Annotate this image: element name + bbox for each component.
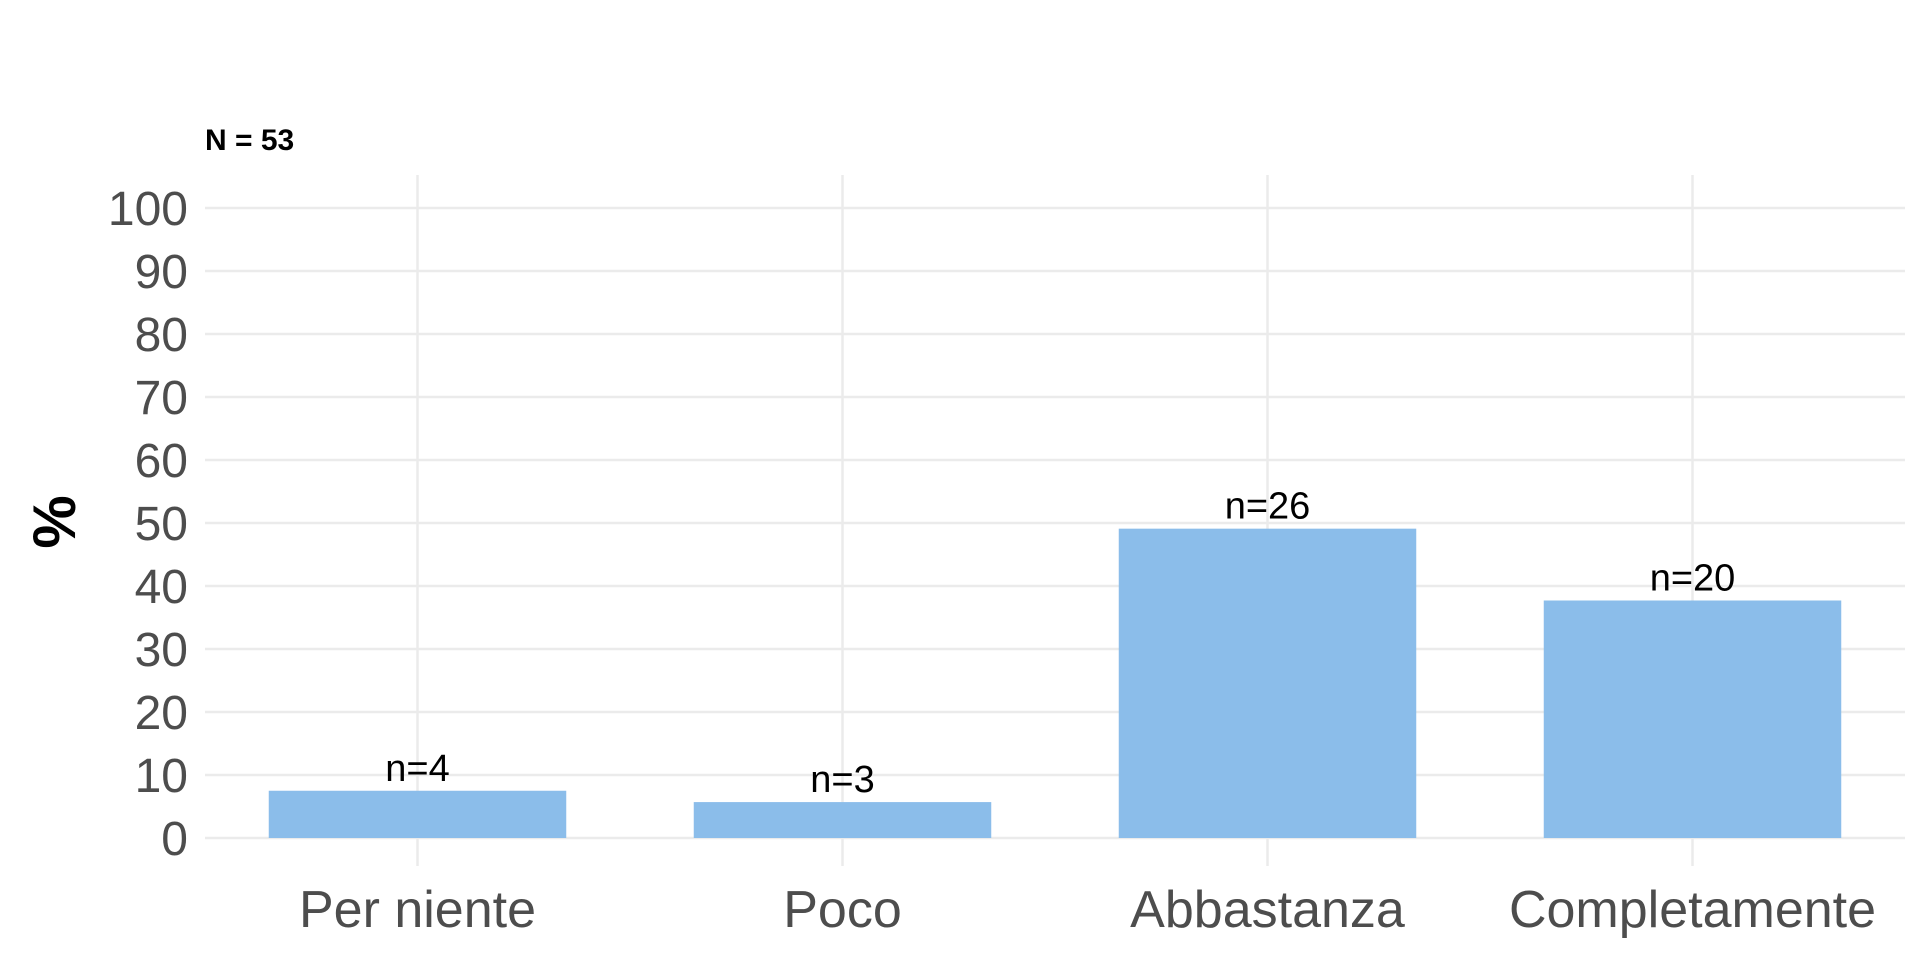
y-tick-label: 70 bbox=[135, 372, 188, 425]
bar-data-label: n=26 bbox=[1225, 486, 1311, 528]
y-tick-label: 0 bbox=[161, 813, 188, 866]
y-tick-label: 100 bbox=[108, 183, 188, 236]
bar-abbastanza bbox=[1118, 528, 1417, 838]
y-tick-label: 20 bbox=[135, 687, 188, 740]
y-tick-label: 50 bbox=[135, 498, 188, 551]
bar-poco bbox=[693, 802, 992, 838]
y-axis-title: % bbox=[21, 495, 88, 548]
bar-layer bbox=[268, 528, 1842, 838]
y-tick-label: 90 bbox=[135, 246, 188, 299]
y-tick-label: 80 bbox=[135, 309, 188, 362]
y-tick-label: 40 bbox=[135, 561, 188, 614]
x-category-label: Per niente bbox=[299, 881, 536, 939]
bar-completamente bbox=[1543, 600, 1842, 838]
bar-data-label: n=20 bbox=[1650, 557, 1736, 599]
bar-per-niente bbox=[268, 790, 567, 838]
x-category-label: Completamente bbox=[1509, 881, 1876, 939]
chart-subtitle: N = 53 bbox=[205, 124, 294, 157]
y-tick-label: 10 bbox=[135, 750, 188, 803]
label-layer: 0 10 20 30 40 50 60 70 80 90 100 n=4 Per niente n=3 Po… bbox=[108, 183, 1876, 939]
bar-data-label: n=3 bbox=[810, 759, 874, 801]
x-category-label: Poco bbox=[783, 881, 902, 939]
x-category-label: Abbastanza bbox=[1130, 881, 1405, 939]
y-tick-label: 30 bbox=[135, 624, 188, 677]
y-tick-label: 60 bbox=[135, 435, 188, 488]
bar-data-label: n=4 bbox=[385, 748, 449, 790]
